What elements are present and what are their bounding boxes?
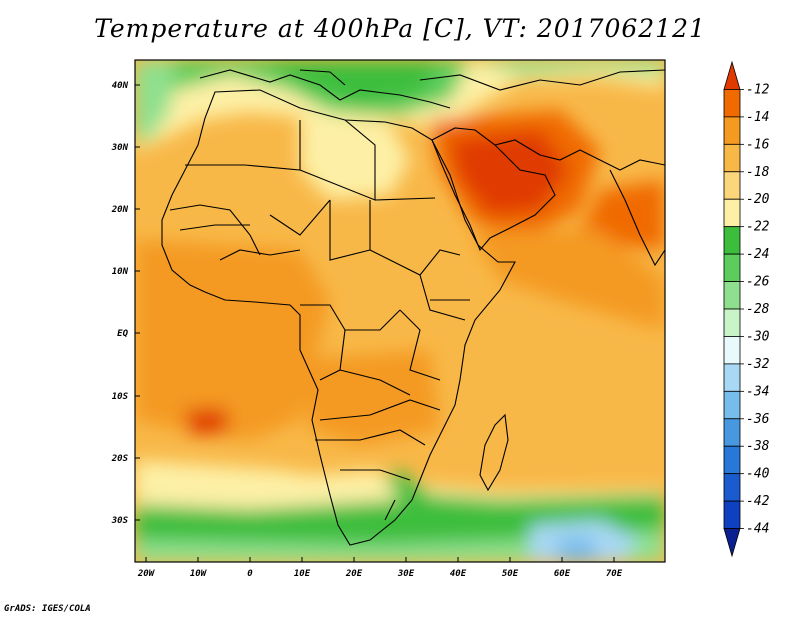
colorbar-label: -28 <box>746 302 770 317</box>
colorbar-arrow-top <box>723 60 741 90</box>
map-frame <box>134 59 666 563</box>
colorbar-swatch <box>723 89 741 118</box>
colorbar-label: -20 <box>746 192 770 207</box>
colorbar-label: -38 <box>746 439 770 454</box>
colorbar-label: -18 <box>746 165 770 180</box>
colorbar-swatch <box>723 253 741 282</box>
colorbar-label: -22 <box>746 220 770 235</box>
colorbar-label: -40 <box>746 467 770 482</box>
lat-label: 30N <box>111 143 129 153</box>
colorbar-swatch <box>723 226 741 255</box>
colorbar-swatch <box>723 500 741 529</box>
colorbar-label: -16 <box>746 137 770 152</box>
colorbar-label: -26 <box>746 275 770 290</box>
lon-label: 60E <box>554 569 571 579</box>
colorbar-swatch <box>723 390 741 420</box>
colorbar-arrow-bottom <box>723 528 741 558</box>
colorbar-label: -34 <box>746 384 769 399</box>
temperature-field <box>135 60 665 562</box>
lon-label: 30E <box>397 569 415 579</box>
lon-label: 10E <box>294 569 311 579</box>
colorbar-label: -30 <box>746 329 770 344</box>
colorbar-swatch <box>723 171 741 200</box>
chart-title: Temperature at 400hPa [C], VT: 201706212… <box>94 14 706 43</box>
colorbar-swatch <box>723 143 741 173</box>
lat-label: 30S <box>111 516 129 526</box>
colorbar-label: -36 <box>746 412 770 427</box>
lat-label: 20N <box>111 205 129 215</box>
lat-label: 10S <box>112 392 129 402</box>
colorbar-swatch <box>723 308 741 337</box>
colorbar-label: -12 <box>746 82 770 97</box>
lat-label: EQ <box>117 329 128 339</box>
colorbar-label: -32 <box>746 357 770 372</box>
lat-label: 20S <box>111 454 129 464</box>
colorbar-swatch <box>723 363 741 392</box>
colorbar-label: -42 <box>746 494 770 509</box>
lon-label: 70E <box>606 569 623 579</box>
lon-label: 20E <box>345 569 363 579</box>
credit-label: GrADS: IGES/COLA <box>4 604 91 614</box>
lon-label: 0 <box>247 569 253 579</box>
lat-label: 10N <box>112 267 129 277</box>
colorbar-swatch <box>723 418 741 447</box>
colorbar-swatch <box>723 198 741 228</box>
lat-axis: 40N 30N 20N 10N EQ 10S 20S 30S <box>111 81 140 526</box>
colorbar-swatch <box>723 473 741 502</box>
colorbar-label: -14 <box>746 110 769 125</box>
coastlines <box>161 69 665 546</box>
colorbar: -12 -14 -16 -18 -20 -22 -24 -26 -28 -30 -32 -34 -36 -… <box>723 60 770 558</box>
lon-label: 40E <box>450 569 467 579</box>
lon-label: 20W <box>137 569 156 579</box>
lon-label: 10W <box>190 569 208 579</box>
colorbar-swatch <box>723 445 741 475</box>
colorbar-swatch <box>723 281 741 310</box>
colorbar-swatch <box>723 116 741 145</box>
colorbar-swatch <box>723 336 741 365</box>
lon-axis: 20W 10W 0 10E 20E 30E 40E 50E 60E 70E <box>137 557 623 579</box>
colorbar-label: -24 <box>746 247 769 262</box>
lat-label: 40N <box>112 81 129 91</box>
lon-label: 50E <box>502 569 519 579</box>
colorbar-label: -44 <box>746 522 769 537</box>
